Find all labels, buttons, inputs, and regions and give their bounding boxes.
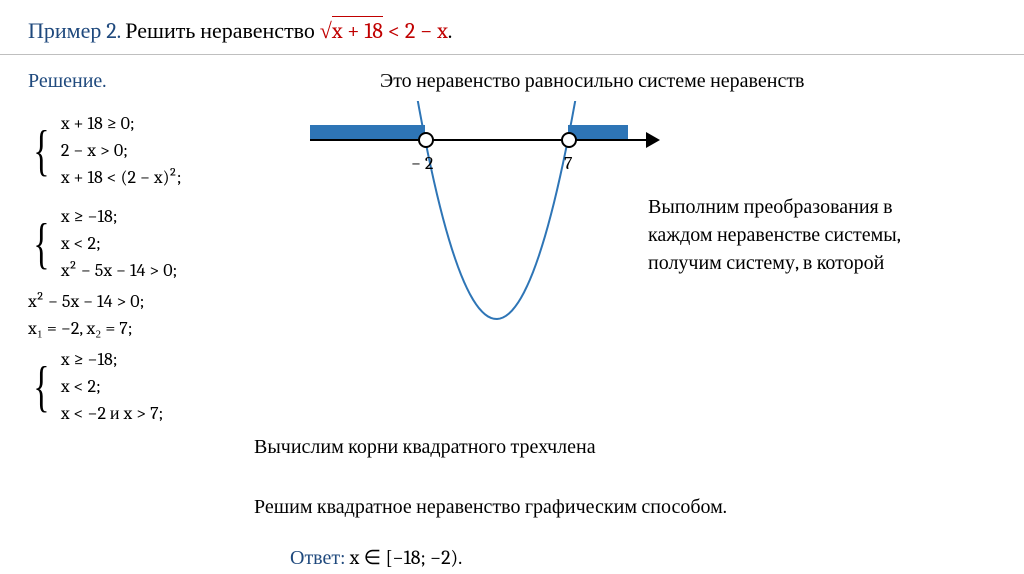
number-line-chart: − 2 7 xyxy=(310,101,660,361)
system-2: { x ≥ −18; x < 2; x² − 5x − 14 > 0; xyxy=(28,206,288,281)
shade-interval-right xyxy=(568,125,628,139)
sys3-line1: x ≥ −18; xyxy=(61,349,163,370)
note-1: Это неравенство равносильно системе нера… xyxy=(380,69,805,93)
content-area: Решение. { x + 18 ≥ 0; 2 − x > 0; x + 18… xyxy=(0,55,1024,69)
sys2-line3: x² − 5x − 14 > 0; xyxy=(61,260,177,281)
sys3-line2: x < 2; xyxy=(61,376,163,397)
answer-label: Ответ: xyxy=(290,546,350,569)
system-3: { x ≥ −18; x < 2; x < −2 и x > 7; xyxy=(28,349,288,424)
quadratic-inequality: x² − 5x − 14 > 0; xyxy=(28,291,288,312)
note-4: Решим квадратное неравенство графическим… xyxy=(254,495,727,519)
note-2b: каждом неравенстве системы, xyxy=(648,223,901,247)
brace-icon: { xyxy=(33,223,49,265)
note-2a: Выполним преобразования в xyxy=(648,195,893,219)
task-text-red: √x + 18 < 2 − x xyxy=(320,18,448,44)
sqrt-arg: x + 18 xyxy=(332,16,383,44)
brace-icon: { xyxy=(33,130,49,172)
system-1: { x + 18 ≥ 0; 2 − x > 0; x + 18 < (2 − x… xyxy=(28,113,288,188)
shade-interval-left xyxy=(310,125,425,139)
task-dot: . xyxy=(448,18,453,44)
note-2c: получим систему, в которой xyxy=(648,251,884,275)
open-point-left xyxy=(418,132,434,148)
answer-line: Ответ: x ∈ [−18; −2). xyxy=(290,545,462,570)
task-tail: < 2 − x xyxy=(383,18,448,44)
task-text-black: Решить неравенство xyxy=(120,18,319,44)
example-label: Пример 2. xyxy=(28,18,120,44)
note-3: Вычислим корни квадратного трехчлена xyxy=(254,435,596,459)
open-point-right xyxy=(561,132,577,148)
sys2-line1: x ≥ −18; xyxy=(61,206,177,227)
sys1-line3: x + 18 < (2 − x)²; xyxy=(61,167,182,188)
sys3-line3: x < −2 и x > 7; xyxy=(61,403,163,424)
problem-header: Пример 2. Решить неравенство √x + 18 < 2… xyxy=(0,0,1024,44)
solution-header: Решение. xyxy=(28,69,288,93)
number-line-axis xyxy=(310,139,650,141)
tick-label-left: − 2 xyxy=(411,153,433,174)
left-column: Решение. { x + 18 ≥ 0; 2 − x > 0; x + 18… xyxy=(28,69,288,432)
sys1-line1: x + 18 ≥ 0; xyxy=(61,113,182,134)
brace-icon: { xyxy=(33,366,49,408)
roots: x₁ = −2, x₂ = 7; xyxy=(28,318,288,339)
axis-arrow-icon xyxy=(646,132,660,148)
sqrt-radical: √ xyxy=(320,18,332,43)
sys1-line2: 2 − x > 0; xyxy=(61,140,182,161)
sys2-line2: x < 2; xyxy=(61,233,177,254)
answer-value: x ∈ [−18; −2). xyxy=(350,546,463,569)
tick-label-right: 7 xyxy=(564,153,572,174)
